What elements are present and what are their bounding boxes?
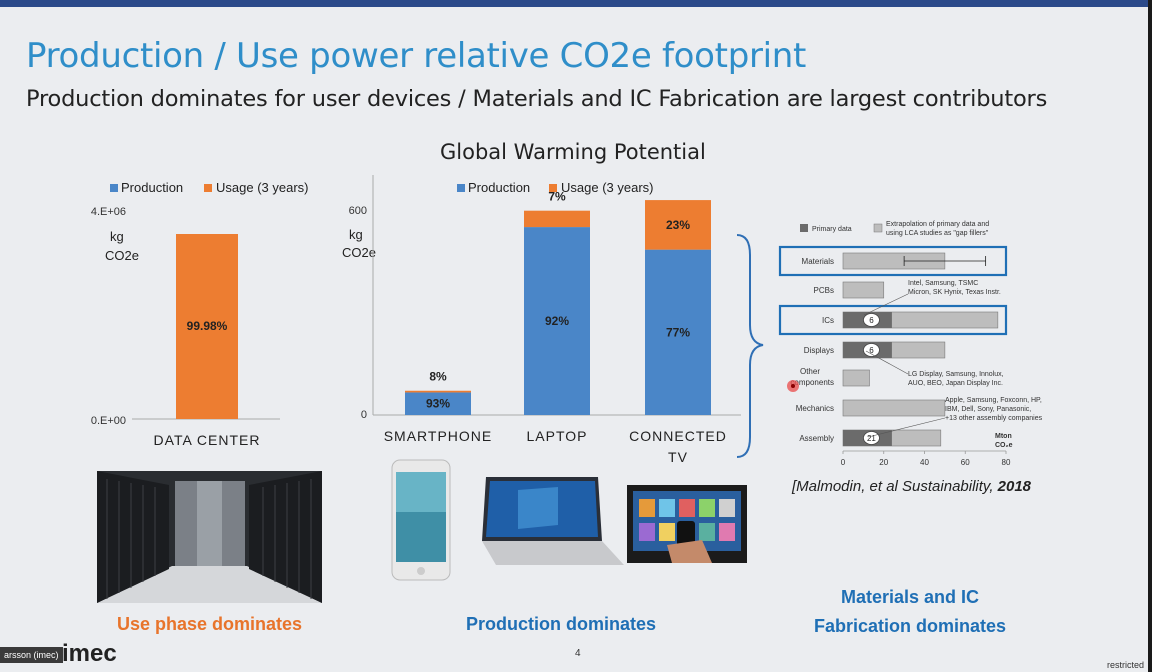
legend-production-swatch: [110, 184, 118, 192]
y-tick-top: 600: [349, 205, 367, 217]
restricted-label: restricted: [1106, 660, 1144, 670]
x-tick-connected: CONNECTED: [629, 428, 727, 444]
category-label-pcbs: PCBs: [814, 286, 834, 295]
page-number: 4: [575, 648, 581, 659]
legend-usage-label: Usage (3 years): [216, 180, 308, 195]
bar-connected-tv-production-label: 77%: [666, 325, 690, 339]
annotation-displays-pointer: [865, 350, 909, 375]
legend-primary-swatch: [800, 224, 808, 232]
marker-displays-label: 6: [869, 346, 874, 355]
bar-laptop-usage: [524, 210, 590, 228]
category-label-ics: ICs: [822, 316, 834, 325]
bar-smartphone-usage: [405, 390, 471, 393]
data-center-chart: Production Usage (3 years) 4.E+06 0.E+00…: [91, 180, 309, 448]
annotation-displays-line2: AUO, BEO, Japan Display Inc.: [908, 380, 1003, 387]
x-tick-label-20: 20: [879, 458, 888, 467]
y-tick-bottom: 0: [361, 409, 367, 421]
marker-assembly-label: 21: [867, 434, 876, 443]
legend-usage-swatch: [204, 184, 212, 192]
top-accent-bar: [0, 0, 1152, 7]
bar-smartphone-production: [405, 392, 471, 415]
annotation-ics-line1: Intel, Samsung, TSMC: [908, 280, 978, 287]
marker-ics-label: 6: [869, 316, 874, 325]
bar-smartphone-production-label: 93%: [426, 397, 450, 411]
smartphone-photo: [391, 459, 451, 581]
presenter-tag: arsson (imec): [0, 647, 63, 663]
laptop-photo: [482, 477, 624, 565]
y-axis-label-line2: CO2e: [342, 245, 376, 260]
category-label-assembly: Assembly: [799, 434, 834, 443]
legend-production-label: Production: [468, 180, 530, 195]
highlight-materials: [778, 245, 1008, 277]
bar-data-center-usage-label: 99.98%: [187, 319, 228, 333]
legend-extrap-label-line1: Extrapolation of primary data and: [886, 221, 989, 228]
x-tick-smartphone: SMARTPHONE: [384, 428, 493, 444]
tv-photo: [627, 485, 747, 563]
legend-production-label: Production: [121, 180, 183, 195]
bar-smartphone-usage-label: 8%: [429, 370, 447, 384]
window-edge: [1148, 0, 1152, 672]
pointer-cursor-center: [791, 384, 795, 388]
marker-ics: [863, 313, 880, 327]
x-tick-data-center: DATA CENTER: [154, 432, 261, 448]
caption-materials-line1: Materials and IC: [840, 587, 980, 607]
imec-logo: imec: [62, 640, 117, 667]
slide-title: Production / Use power relative CO2e foo…: [26, 36, 807, 76]
y-axis-label-line1: kg: [110, 229, 124, 244]
bar-data-center-usage: [176, 234, 238, 419]
brace-bracket: [736, 234, 764, 458]
category-label-other-components: Other: [800, 367, 820, 376]
legend-primary-label: Primary data: [812, 226, 852, 233]
annotation-assembly-pointer: [867, 417, 946, 438]
annotation-assembly-line2: IBM, Dell, Sony, Panasonic,: [945, 406, 1031, 413]
bar-connected-tv-usage: [645, 200, 711, 250]
annotation-assembly-line3: +13 other assembly companies: [945, 415, 1043, 422]
bar-other-components-total: [842, 369, 870, 387]
category-label-materials: Materials: [802, 257, 834, 266]
server-room-photo: [97, 471, 322, 603]
x-axis-label-line1: Mton: [995, 433, 1012, 440]
y-axis-label-line1: kg: [349, 227, 363, 242]
x-tick-label-40: 40: [920, 458, 929, 467]
x-tick-tv: TV: [668, 449, 688, 465]
x-tick-laptop: LAPTOP: [527, 428, 588, 444]
annotation-assembly-line1: Apple, Samsung, Foxconn, HP,: [945, 397, 1042, 404]
caption-use-phase: Use phase dominates: [116, 614, 303, 634]
materials-chart: Primary data Extrapolation of primary da…: [778, 221, 1043, 467]
annotation-ics-pointer: [863, 293, 909, 316]
category-label-other-components-2: components: [790, 378, 834, 387]
bar-connected-tv-usage-label: 23%: [666, 218, 690, 232]
slide-subtitle: Production dominates for user devices / …: [26, 86, 1048, 112]
caption-production: Production dominates: [465, 614, 656, 634]
legend-usage-swatch: [549, 184, 557, 192]
legend-production-swatch: [457, 184, 465, 192]
legend-usage-label: Usage (3 years): [561, 180, 653, 195]
x-tick-label-60: 60: [961, 458, 970, 467]
annotation-ics-line2: Micron, SK Hynix, Texas Instr.: [908, 289, 1001, 296]
bar-laptop-production: [524, 227, 590, 415]
bar-mechanics-total: [842, 399, 946, 417]
highlight-ics: [778, 304, 1008, 336]
devices-chart: Production Usage (3 years) 600 0 kg CO2e…: [342, 175, 764, 465]
legend-extrap-label-line2: using LCA studies as "gap fillers": [886, 230, 989, 237]
category-label-displays: Displays: [804, 346, 834, 355]
caption-materials-line2: Fabrication dominates: [813, 616, 1007, 636]
bar-laptop-usage-label: 7%: [548, 190, 566, 204]
marker-displays: [863, 343, 880, 357]
legend-extrap-swatch: [873, 223, 883, 233]
y-tick-top: 4.E+06: [91, 206, 126, 218]
bar-connected-tv-production: [645, 249, 711, 415]
bar-laptop-production-label: 92%: [545, 314, 569, 328]
category-label-mechanics: Mechanics: [796, 404, 834, 413]
section-title: Global Warming Potential: [440, 140, 706, 164]
bar-pcbs-total: [842, 281, 885, 299]
x-tick-label-0: 0: [841, 458, 846, 467]
y-tick-bottom: 0.E+00: [91, 415, 126, 427]
x-tick-label-80: 80: [1002, 458, 1011, 467]
x-axis-label-line2: CO₂e: [995, 442, 1013, 449]
citation: [Malmodin, et al Sustainability, 2018: [792, 478, 1032, 495]
y-axis-label-line2: CO2e: [105, 248, 139, 263]
marker-assembly: [863, 431, 880, 445]
annotation-displays-line1: LG Display, Samsung, Innolux,: [908, 371, 1004, 378]
